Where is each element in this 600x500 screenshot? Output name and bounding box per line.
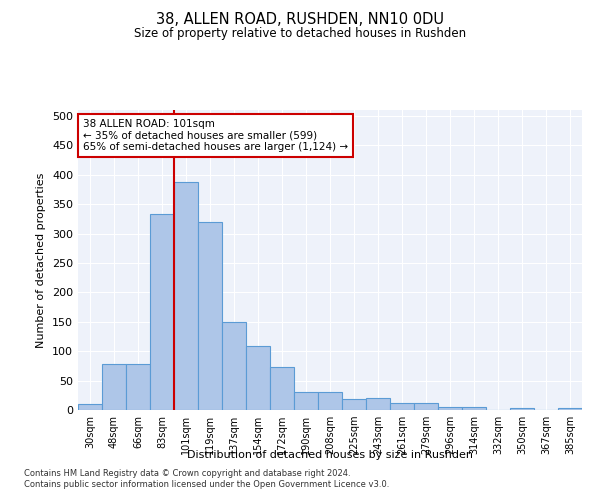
- Text: 38, ALLEN ROAD, RUSHDEN, NN10 0DU: 38, ALLEN ROAD, RUSHDEN, NN10 0DU: [156, 12, 444, 28]
- Bar: [390, 403, 414, 410]
- Bar: [438, 407, 462, 410]
- Text: 38 ALLEN ROAD: 101sqm
← 35% of detached houses are smaller (599)
65% of semi-det: 38 ALLEN ROAD: 101sqm ← 35% of detached …: [83, 119, 348, 152]
- Bar: [510, 408, 534, 410]
- Bar: [78, 404, 102, 410]
- Bar: [558, 408, 582, 410]
- Bar: [102, 364, 126, 410]
- Bar: [246, 346, 270, 410]
- Bar: [126, 364, 150, 410]
- Text: Distribution of detached houses by size in Rushden: Distribution of detached houses by size …: [187, 450, 473, 460]
- Bar: [222, 322, 246, 410]
- Bar: [462, 407, 486, 410]
- Bar: [150, 214, 174, 410]
- Bar: [198, 222, 222, 410]
- Bar: [294, 392, 318, 410]
- Text: Size of property relative to detached houses in Rushden: Size of property relative to detached ho…: [134, 28, 466, 40]
- Y-axis label: Number of detached properties: Number of detached properties: [37, 172, 46, 348]
- Text: Contains HM Land Registry data © Crown copyright and database right 2024.: Contains HM Land Registry data © Crown c…: [24, 468, 350, 477]
- Bar: [366, 398, 390, 410]
- Bar: [318, 392, 342, 410]
- Bar: [270, 367, 294, 410]
- Text: Contains public sector information licensed under the Open Government Licence v3: Contains public sector information licen…: [24, 480, 389, 489]
- Bar: [342, 400, 366, 410]
- Bar: [414, 403, 438, 410]
- Bar: [174, 182, 198, 410]
